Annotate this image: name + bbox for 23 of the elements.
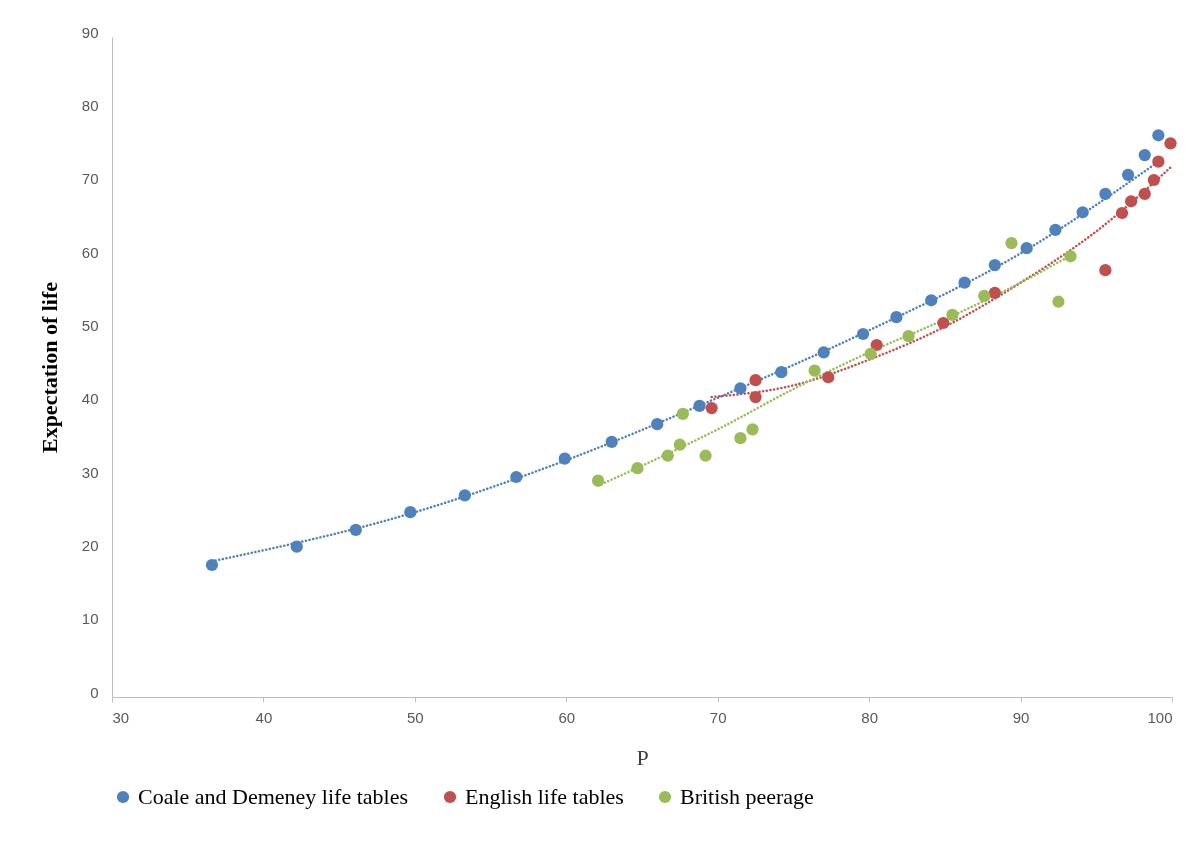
y-tick-label: 70: [81, 170, 99, 188]
x-tick-label: 60: [558, 708, 576, 726]
y-tick-label: 90: [81, 23, 99, 41]
x-tick-label: 100: [1147, 708, 1173, 726]
y-tick-label: 10: [81, 610, 99, 628]
x-tick-label: 50: [407, 708, 424, 726]
x-tick-label: 70: [709, 708, 727, 726]
y-axis-title: Expectation of life: [36, 281, 62, 454]
x-tick-label: 80: [861, 708, 878, 726]
legend-label: British peerage: [680, 784, 814, 809]
y-tick-label: 60: [81, 243, 99, 261]
y-tick-label: 50: [81, 316, 99, 334]
y-tick-label: 0: [90, 683, 99, 701]
x-tick-label: 40: [255, 708, 273, 726]
x-tick-label: 90: [1012, 708, 1030, 726]
legend-label: Coale and Demeney life tables: [138, 784, 409, 809]
y-tick-label: 20: [81, 536, 99, 554]
legend-label: English life tables: [465, 784, 624, 809]
x-tick-label: 30: [112, 708, 130, 726]
x-axis-title: P: [636, 744, 649, 770]
y-tick-label: 80: [81, 96, 99, 114]
y-tick-label: 40: [81, 390, 99, 408]
y-tick-label: 30: [81, 463, 99, 481]
